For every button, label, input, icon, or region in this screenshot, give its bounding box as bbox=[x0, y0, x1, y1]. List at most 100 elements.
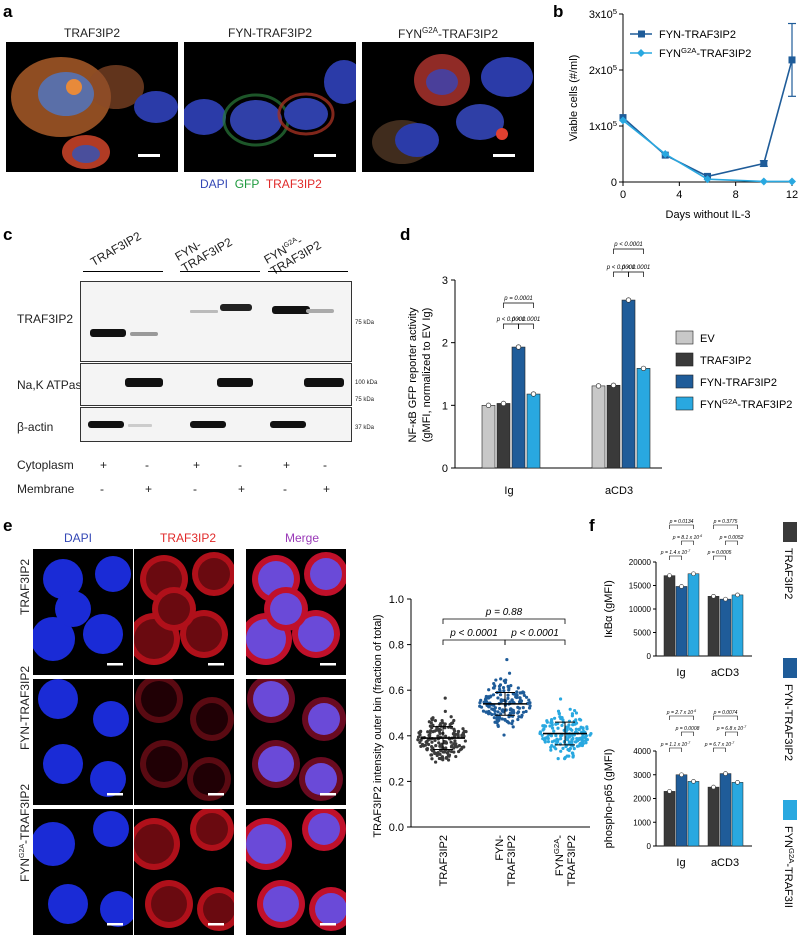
data-point bbox=[567, 740, 571, 744]
band bbox=[88, 421, 124, 428]
legend-label-text: FYNG2A-TRAF3IP2 bbox=[782, 826, 797, 907]
data-point bbox=[574, 711, 579, 715]
panel-label-d: d bbox=[400, 225, 411, 244]
data-point bbox=[516, 717, 520, 722]
y-tick-label: 0 bbox=[442, 463, 448, 475]
category-label-text: TRAF3IP2 bbox=[506, 835, 518, 886]
data-point bbox=[543, 724, 548, 728]
legend-swatch bbox=[675, 374, 694, 389]
category-label-text: FYNG2A- bbox=[552, 835, 567, 876]
data-point bbox=[561, 746, 565, 751]
band bbox=[190, 421, 226, 428]
band bbox=[190, 310, 218, 313]
legend-swatch bbox=[783, 800, 797, 820]
data-point bbox=[452, 750, 456, 754]
data-point bbox=[573, 722, 577, 726]
data-point bbox=[581, 727, 585, 731]
bar bbox=[675, 774, 688, 847]
y-tick-label: 2000 bbox=[633, 795, 651, 804]
data-point bbox=[515, 693, 519, 697]
fraction-sign: + bbox=[283, 458, 291, 472]
data-point bbox=[490, 712, 494, 717]
data-point bbox=[449, 745, 454, 749]
data-point bbox=[502, 698, 507, 702]
data-point bbox=[508, 700, 512, 704]
category-label: aCD3 bbox=[605, 485, 633, 497]
fraction-sign: + bbox=[145, 482, 153, 496]
p-value-label: p = 0.0005 bbox=[707, 550, 732, 556]
bar bbox=[707, 786, 720, 847]
category-label: FYN- TRAF3IP2 bbox=[494, 835, 518, 887]
data-point bbox=[490, 707, 494, 711]
significance-bracket bbox=[518, 323, 534, 329]
row-label-membrane: Membrane bbox=[17, 482, 75, 496]
data-point bbox=[516, 686, 520, 690]
data-point bbox=[457, 749, 461, 754]
data-point bbox=[565, 737, 570, 742]
data-point bbox=[416, 735, 421, 739]
data-point bbox=[443, 734, 448, 738]
data-point bbox=[524, 695, 529, 699]
data-point bbox=[489, 694, 493, 698]
data-point bbox=[443, 740, 447, 744]
data-point bbox=[478, 701, 482, 705]
bar bbox=[591, 385, 606, 469]
data-point bbox=[530, 391, 537, 397]
scale-bar bbox=[208, 663, 224, 666]
y-tick-label: 0.4 bbox=[389, 731, 404, 743]
y-tick-label: 1x105 bbox=[589, 119, 617, 134]
legend-swatch bbox=[783, 658, 797, 678]
row-title-fyn-g2a-traf3ip2: FYNG2A-TRAF3IP2 bbox=[18, 783, 32, 882]
data-point bbox=[499, 712, 503, 716]
data-point bbox=[583, 735, 587, 740]
data-point bbox=[509, 683, 513, 688]
bar bbox=[707, 596, 720, 657]
y-tick-label: 2 bbox=[442, 338, 448, 350]
bar bbox=[663, 791, 676, 847]
data-point bbox=[485, 696, 489, 700]
category-label: aCD3 bbox=[711, 667, 739, 679]
data-point bbox=[610, 382, 617, 388]
cell-nucleus bbox=[258, 746, 294, 782]
marker-100-kda: 100 kDa bbox=[355, 380, 378, 386]
blot-images bbox=[80, 281, 352, 442]
data-point bbox=[498, 706, 502, 711]
data-point bbox=[505, 657, 509, 662]
data-point bbox=[563, 756, 567, 760]
data-point bbox=[446, 758, 451, 762]
data-point bbox=[550, 740, 554, 744]
legend-label: FYN-TRAF3IP2 bbox=[700, 377, 777, 389]
data-point bbox=[579, 718, 583, 722]
data-point bbox=[580, 737, 584, 741]
y-tick-label: 1.0 bbox=[389, 594, 404, 606]
y-tick-label: 1 bbox=[442, 400, 448, 412]
data-point bbox=[438, 728, 442, 732]
scale-bar bbox=[320, 663, 336, 666]
data-point bbox=[463, 739, 467, 743]
data-point bbox=[456, 730, 460, 734]
y-axis-label: NF-κB GFP reporter activity bbox=[407, 307, 419, 442]
cell-nucleus bbox=[196, 813, 228, 845]
data-point bbox=[505, 719, 509, 724]
data-point bbox=[481, 709, 486, 713]
band bbox=[125, 378, 163, 387]
data-point bbox=[430, 757, 434, 761]
data-point bbox=[556, 726, 560, 730]
data-point bbox=[575, 739, 580, 743]
data-point bbox=[723, 596, 728, 602]
data-point bbox=[543, 738, 547, 743]
band bbox=[270, 421, 306, 428]
significance-bracket bbox=[503, 302, 534, 308]
bar bbox=[687, 573, 700, 657]
data-point bbox=[503, 717, 507, 722]
data-point bbox=[498, 693, 503, 697]
y-tick-label: 3 bbox=[442, 275, 448, 287]
nucleus bbox=[43, 744, 83, 784]
legend-swatch bbox=[675, 330, 694, 345]
bar bbox=[687, 781, 700, 847]
scale-bar bbox=[208, 923, 224, 926]
data-point bbox=[711, 784, 716, 790]
data-point bbox=[434, 760, 438, 764]
data-point bbox=[438, 744, 442, 748]
data-point bbox=[640, 365, 647, 372]
